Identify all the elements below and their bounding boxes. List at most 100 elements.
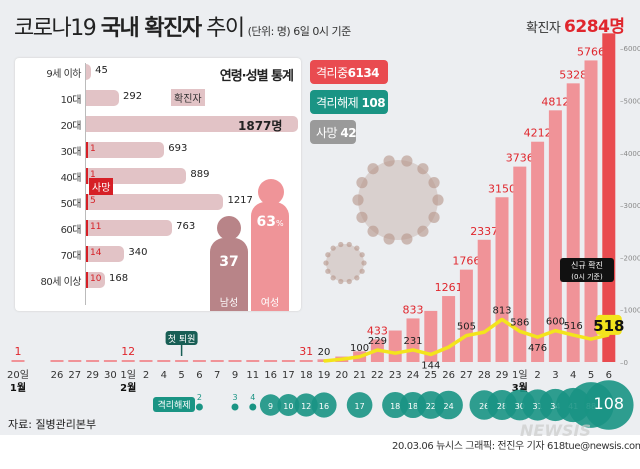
age-label: 80세 이상 (40, 277, 81, 288)
confirmed-bar (86, 220, 173, 236)
x-tick-label: 1일 (512, 369, 528, 381)
released-bubble (311, 392, 337, 418)
released-value: 108 (361, 96, 386, 110)
x-tick-label: 29 (86, 370, 99, 381)
released-dot (231, 403, 239, 411)
released-dot (195, 403, 203, 411)
new-cases-point (412, 348, 414, 351)
age-row: 9세 이하 45 (15, 63, 301, 81)
death-value: 11 (86, 220, 101, 236)
x-tick-label: 24 (407, 370, 420, 381)
cumulative-bar (175, 360, 189, 362)
cumulative-label: 5766 (577, 45, 605, 58)
age-row: 30대 693 1 (15, 141, 301, 159)
cumulative-bar (68, 360, 82, 362)
x-tick-label: 3 (552, 370, 558, 381)
death-tag: 사망 (89, 178, 114, 195)
new-cases-label: 600 (546, 317, 565, 328)
confirmed-bar (86, 194, 224, 210)
released-value: 28 (497, 402, 507, 411)
y-tick-label: –1000 (620, 307, 640, 315)
age-label: 60대 (60, 225, 82, 236)
x-tick-label: 6 (606, 370, 612, 381)
status-released-badge: 격리해제 108 (310, 90, 388, 114)
credit-line: 20.03.06 뉴시스 그래픽: 전진우 기자 618tue@newsis.c… (392, 441, 640, 452)
cumulative-bar (548, 110, 562, 362)
total-value: 6284명 (564, 17, 625, 37)
released-value: 17 (355, 402, 365, 411)
virus-image-spike (428, 211, 440, 223)
virus-image-small (326, 244, 364, 282)
y-tick-label: –6000 (620, 45, 640, 53)
released-value: 31 (533, 402, 543, 411)
age-row: 10대 292 (15, 89, 301, 107)
total-confirmed: 확진자 6284명 (526, 12, 625, 37)
x-tick-label: 26 (442, 370, 455, 381)
released-bubble (259, 394, 282, 416)
released-value: 9 (268, 402, 273, 411)
age-label: 40대 (60, 173, 82, 184)
new-cases-label: 231 (403, 336, 422, 347)
female-figure: 63% 여성 (251, 179, 289, 311)
new-cases-label: 144 (421, 360, 440, 371)
new-cases-point (465, 334, 468, 337)
virus-image-small-spike (361, 260, 367, 266)
title-prefix: 코로나19 (14, 16, 97, 41)
x-tick-label: 25 (424, 370, 437, 381)
cumulative-bar (459, 269, 473, 362)
cumulative-bar (299, 360, 313, 362)
deaths-label: 사망 (316, 126, 338, 140)
new-cases-point (376, 349, 379, 352)
released-dot (249, 403, 257, 411)
x-tick-label: 9 (232, 370, 238, 381)
confirmed-value: 1217 (227, 195, 253, 206)
released-value: 34 (550, 402, 560, 411)
y-tick-label: –4000 (620, 150, 640, 158)
age-row: 60대 763 11 (15, 219, 301, 237)
confirmed-bar (86, 64, 92, 80)
title-main: 국내 확진자 (100, 16, 202, 41)
cumulative-bar (103, 360, 117, 362)
month-label: 1월 (10, 382, 26, 394)
x-tick-label: 20일 (7, 369, 29, 381)
x-tick-label: 2 (143, 370, 149, 381)
released-legend-tag (153, 397, 195, 412)
new-cases-label: 100 (350, 343, 369, 354)
y-tick-label: –3000 (620, 202, 640, 210)
cumulative-bar (210, 360, 224, 362)
status-deaths-badge: 사망 42 (310, 120, 357, 144)
released-bubble (294, 393, 318, 417)
age-label: 70대 (60, 251, 82, 262)
virus-image-small-spike (338, 278, 344, 285)
virus-image-spike (428, 177, 440, 189)
released-value: 12 (301, 402, 311, 411)
released-value: 26 (479, 402, 489, 411)
confirmed-value: 292 (122, 91, 143, 102)
cumulative-bar (50, 360, 64, 362)
cumulative-bar (281, 360, 295, 362)
cumulative-bar (228, 360, 242, 362)
cumulative-bar (139, 360, 153, 362)
age-row: 20대 1877명 (15, 115, 301, 133)
x-tick-label: 4 (161, 370, 167, 381)
new-cases-label: 505 (457, 322, 476, 333)
released-value: 3 (232, 393, 237, 402)
deaths-value: 42 (340, 126, 357, 140)
new-cases-point (358, 355, 361, 358)
new-cases-point (501, 318, 503, 321)
panel-title: 연령·성별 통계 (219, 69, 294, 84)
age-row: 80세 이상 168 10 (15, 271, 301, 289)
released-label: 격리해제 (316, 96, 359, 110)
age-label: 20대 (60, 121, 82, 132)
male-label: 남성 (219, 298, 239, 309)
y-tick-label: –5000 (620, 98, 640, 106)
new-cases-point (590, 338, 592, 341)
female-label: 여성 (260, 298, 280, 309)
female-percent: 63 (256, 214, 276, 230)
unit-note: (단위: 명) 6일 0시 기준 (247, 25, 352, 38)
death-value: 14 (86, 246, 101, 262)
virus-image-small-spike (330, 275, 336, 281)
x-tick-label: 27 (460, 370, 473, 381)
cumulative-bar (121, 360, 135, 362)
